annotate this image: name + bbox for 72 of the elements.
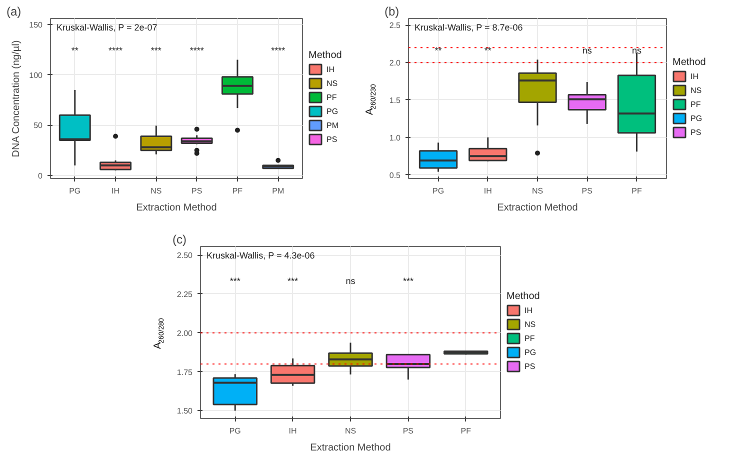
- legend-label: NS: [524, 320, 536, 329]
- legend-title: Method: [506, 291, 540, 302]
- text: **: [484, 46, 492, 56]
- x-tick-label: PS: [191, 186, 202, 196]
- legend-label: PS: [690, 128, 702, 137]
- y-tick-label: 1.5: [389, 96, 402, 105]
- legend-label: PF: [326, 93, 337, 102]
- y-tick-label: 50: [34, 121, 44, 130]
- legend-label: IH: [690, 72, 699, 81]
- y-tick-label: 0.5: [389, 170, 402, 180]
- x-tick-label: PG: [69, 186, 81, 196]
- x-tick-label: PS: [402, 426, 414, 436]
- legend-label: PS: [326, 135, 338, 144]
- y-tick-label: 2.00: [176, 328, 194, 338]
- y-tick-label: 1.0: [389, 133, 402, 142]
- legend-label: PG: [524, 348, 536, 357]
- x-axis-title: Extraction Method: [310, 442, 391, 454]
- y-tick-label: 1.75: [176, 368, 194, 377]
- y-tick-label: 1.50: [176, 406, 194, 416]
- annotation: Kruskal-Wallis, P = 4.3e-06: [206, 250, 315, 260]
- chart-title: (a): [6, 4, 22, 18]
- x-tick-label: PF: [460, 426, 472, 436]
- x-tick-label: IH: [484, 186, 492, 196]
- x-tick-label: PG: [432, 186, 444, 196]
- x-tick-label: NS: [532, 186, 544, 196]
- legend-title: Method: [672, 57, 706, 68]
- y-tick-label: 2.0: [389, 58, 402, 68]
- x-tick-label: PF: [232, 186, 243, 196]
- text: ****: [108, 46, 123, 56]
- x-tick-label: IH: [112, 186, 120, 196]
- legend-title: Method: [308, 50, 342, 61]
- x-tick-label: PF: [632, 186, 642, 196]
- text: ***: [230, 276, 240, 286]
- chart-title: (b): [384, 4, 400, 18]
- legend-label: NS: [326, 79, 338, 88]
- y-tick-label: 2.50: [176, 251, 194, 260]
- x-axis-title: Extraction Method: [136, 202, 217, 214]
- legend-label: NS: [690, 86, 702, 95]
- y-tick-label: 150: [29, 20, 44, 30]
- text: ns: [632, 46, 642, 56]
- x-tick-label: PM: [272, 186, 284, 196]
- y-tick-label: 2.25: [176, 290, 194, 299]
- x-tick-label: IH: [288, 426, 298, 436]
- legend-label: IH: [326, 65, 335, 74]
- annotation: Kruskal-Wallis, P = 8.7e-06: [414, 22, 523, 32]
- x-tick-label: PS: [582, 186, 592, 196]
- y-tick-label: 0: [38, 171, 44, 180]
- y-tick-label: 100: [29, 70, 44, 80]
- legend-label: PG: [326, 107, 338, 116]
- legend-label: PG: [690, 114, 702, 123]
- text: ***: [288, 276, 298, 286]
- x-tick-label: PG: [229, 426, 241, 436]
- legend-label: IH: [524, 306, 533, 315]
- text: ****: [190, 46, 204, 56]
- legend-label: PS: [524, 362, 536, 371]
- text: **: [434, 46, 442, 56]
- x-axis-title: Extraction Method: [497, 202, 578, 214]
- chart-title: (c): [172, 232, 186, 246]
- annotation: Kruskal-Wallis, P = 2e-07: [56, 22, 158, 32]
- x-tick-label: NS: [344, 426, 356, 436]
- legend-label: PF: [524, 334, 535, 343]
- text: **: [71, 46, 78, 56]
- y-axis-title: DNA Concentration (ng/µl): [11, 40, 22, 158]
- text: ns: [582, 46, 592, 56]
- legend-label: PF: [690, 100, 701, 109]
- text: ***: [402, 276, 414, 286]
- x-tick-label: NS: [150, 186, 162, 196]
- text: ****: [271, 46, 286, 56]
- y-tick-label: 2.5: [389, 21, 402, 30]
- text: ns: [346, 276, 356, 286]
- text: ***: [150, 46, 162, 56]
- legend-label: PM: [326, 121, 339, 130]
